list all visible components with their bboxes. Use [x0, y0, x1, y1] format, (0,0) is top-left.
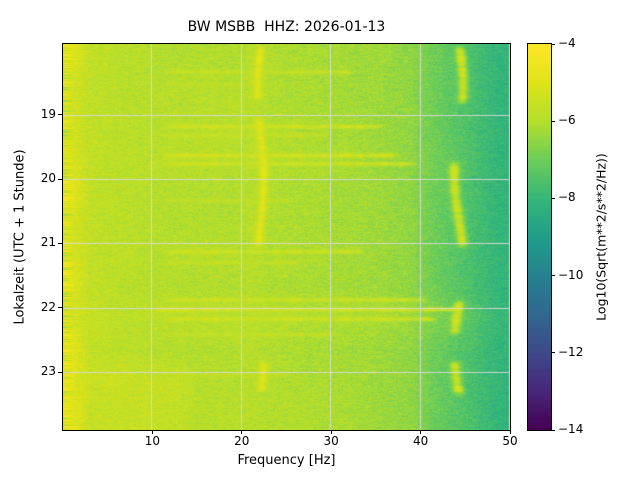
y-tick-mark	[58, 178, 62, 180]
y-tick-label: 22	[40, 299, 56, 314]
x-tick-label: 10	[144, 434, 161, 448]
y-tick-mark	[58, 114, 62, 116]
x-tick-label: 30	[323, 434, 339, 448]
colorbar-tick-mark	[551, 197, 555, 199]
x-tick-mark	[241, 430, 243, 434]
x-tick-label: 20	[234, 434, 250, 448]
colorbar-tick-label: −14	[558, 422, 584, 436]
y-tick-mark	[58, 242, 62, 244]
colorbar-tick-label: −8	[558, 190, 576, 205]
x-axis-label: Frequency [Hz]	[237, 453, 336, 468]
colorbar-tick-label: −10	[558, 267, 584, 282]
y-tick-label: 20	[40, 171, 56, 186]
y-tick-mark	[58, 371, 62, 373]
y-tick-mark	[58, 307, 62, 309]
x-tick-label: 40	[412, 434, 429, 448]
y-tick-label: 19	[40, 106, 56, 121]
y-tick-label: 23	[40, 364, 56, 379]
x-tick-mark	[420, 430, 422, 434]
colorbar-tick-mark	[551, 120, 555, 122]
x-tick-label: 50	[502, 434, 518, 448]
x-tick-mark	[330, 430, 332, 434]
chart-title: BW MSBB HHZ: 2026-01-13	[187, 19, 386, 35]
y-tick-label: 21	[40, 235, 56, 250]
colorbar-tick-mark	[551, 429, 555, 431]
spectrogram-canvas	[63, 44, 510, 430]
colorbar-tick-label: −12	[558, 344, 584, 359]
colorbar-tick-label: −6	[558, 113, 576, 128]
colorbar-tick-label: −4	[558, 36, 576, 50]
colorbar-tick-mark	[551, 43, 555, 45]
y-axis-label: Lokalzeit (UTC + 1 Stunde)	[12, 149, 28, 325]
colorbar-canvas	[528, 44, 551, 430]
colorbar-label: Log10(Sqrt(m**2/s**2/Hz))	[593, 153, 609, 321]
colorbar-tick-mark	[551, 275, 555, 277]
colorbar-tick-mark	[551, 352, 555, 354]
x-tick-mark	[509, 430, 511, 434]
x-tick-mark	[151, 430, 153, 434]
plot-frame	[62, 43, 511, 431]
colorbar-frame	[527, 43, 552, 431]
